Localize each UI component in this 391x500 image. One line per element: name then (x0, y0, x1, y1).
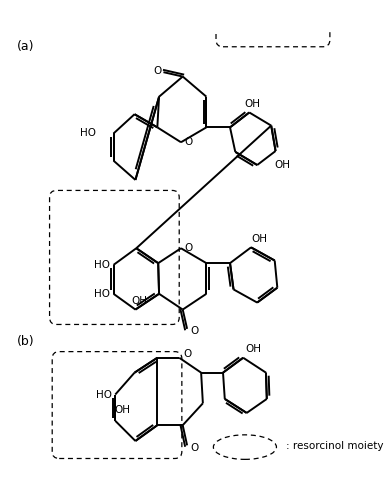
Text: O: O (185, 138, 193, 147)
Text: HO: HO (96, 390, 112, 400)
Text: HO: HO (80, 128, 96, 138)
Text: OH: OH (275, 160, 291, 170)
Text: O: O (185, 243, 193, 253)
Text: O: O (183, 349, 191, 359)
Text: O: O (153, 66, 161, 76)
Text: O: O (190, 443, 198, 453)
Text: OH: OH (114, 406, 130, 415)
Text: HO: HO (94, 260, 110, 270)
Text: (b): (b) (17, 336, 35, 348)
Text: : resorcinol moiety: : resorcinol moiety (286, 441, 384, 451)
Text: OH: OH (132, 296, 148, 306)
Text: OH: OH (245, 98, 261, 108)
Text: OH: OH (246, 344, 262, 354)
Text: HO: HO (94, 289, 110, 299)
Text: (a): (a) (17, 40, 35, 54)
Text: O: O (190, 326, 198, 336)
Text: OH: OH (252, 234, 268, 243)
